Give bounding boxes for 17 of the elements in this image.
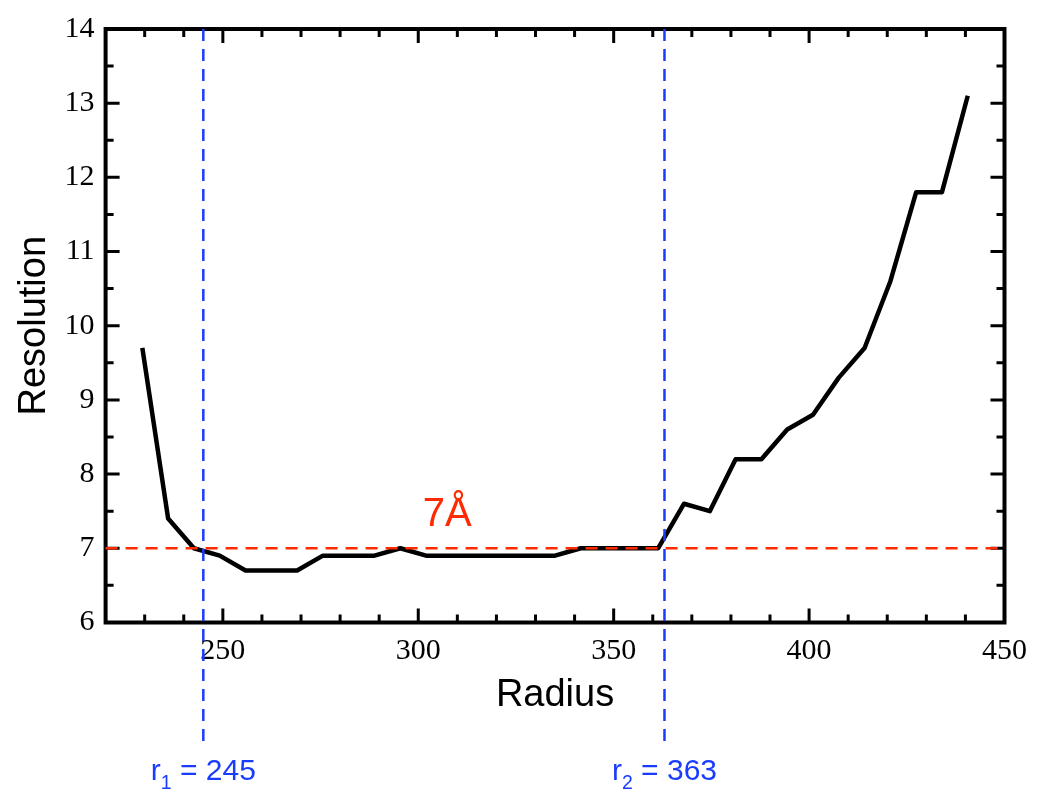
x-axis-title: Radius [495,671,615,714]
x-tick-label: 400 [786,632,832,666]
y-tick-label: 13 [64,84,95,118]
y-tick-label: 10 [64,306,95,340]
y-tick-label: 11 [65,232,95,266]
y-tick-label: 14 [64,9,95,43]
y-axis-title: Resolution [11,235,54,416]
y-tick-label: 12 [64,158,95,192]
ref-line-label: 7Å [422,490,472,535]
y-tick-label: 6 [79,603,95,637]
x-tick-label: 450 [982,632,1027,666]
x-tick-label: 250 [200,632,246,666]
y-tick-label: 9 [79,380,95,414]
x-tick-label: 300 [395,632,441,666]
x-tick-label: 350 [591,632,637,666]
y-tick-label: 7 [79,529,95,563]
y-tick-label: 8 [79,454,95,488]
